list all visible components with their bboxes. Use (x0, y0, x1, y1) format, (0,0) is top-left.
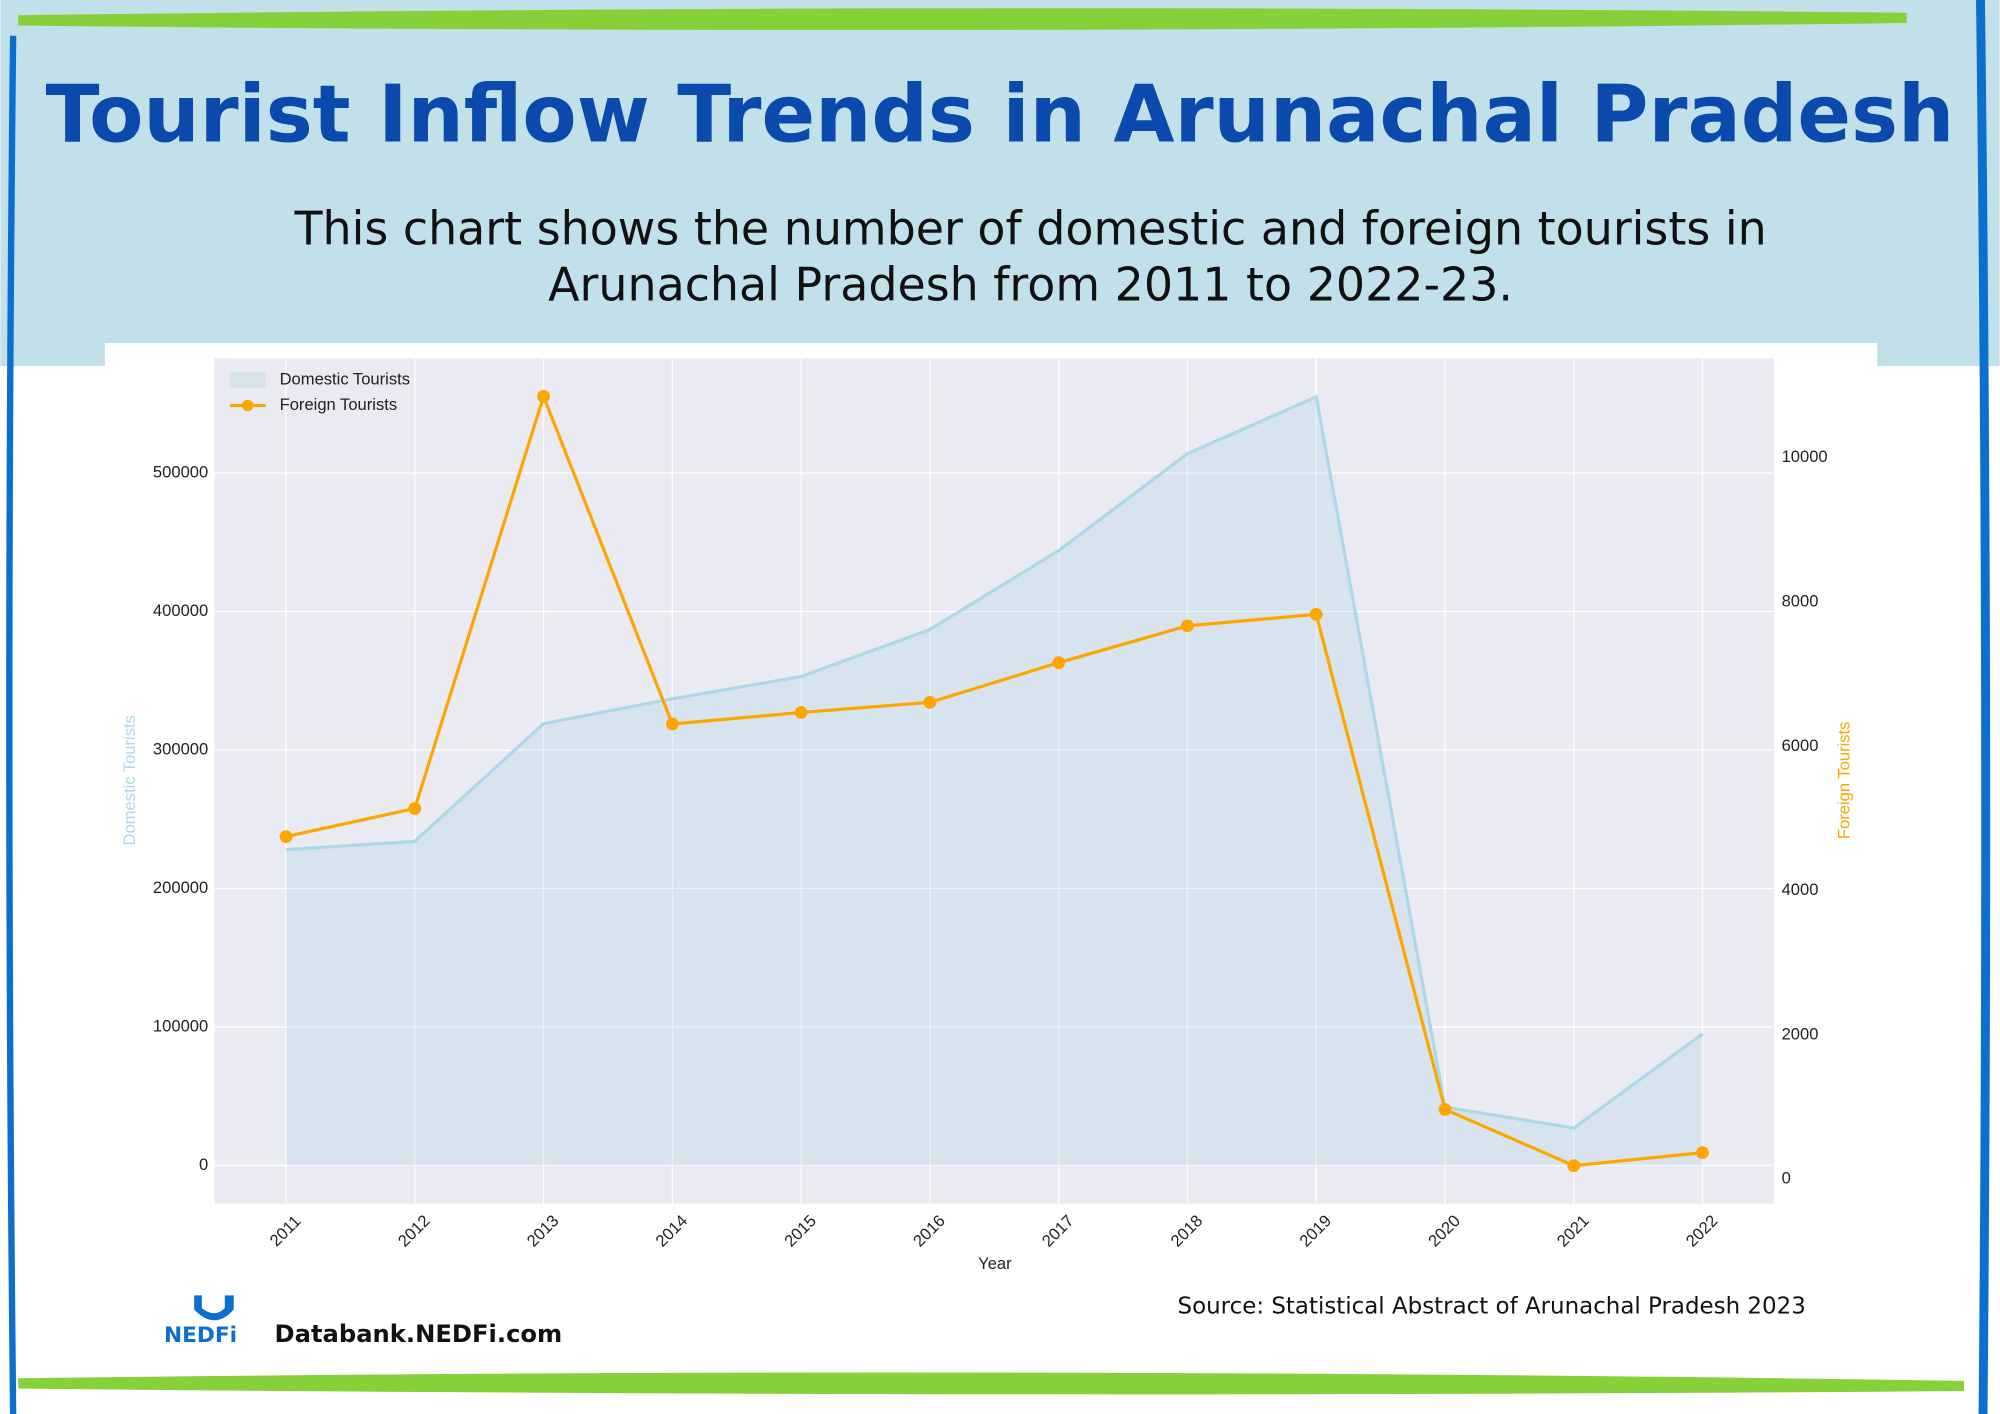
point (279, 830, 293, 843)
plot-area (214, 358, 1774, 1204)
point (1696, 1146, 1709, 1160)
y-tick-label: 0 (199, 1155, 208, 1174)
point (408, 802, 422, 815)
y2-tick-label: 6000 (1782, 736, 1819, 755)
area (285, 396, 1703, 1166)
x-axis-label: Year (978, 1254, 1012, 1273)
legend-label: Domestic Tourists (280, 369, 410, 388)
point (1309, 607, 1323, 621)
title: Tourist Inflow Trends in Arunachal Prade… (46, 68, 1955, 160)
point (537, 390, 550, 403)
subtitle: This chart shows the number of domestic … (294, 202, 1767, 256)
left-border (6, 35, 17, 1414)
legend-swatch (241, 399, 254, 412)
point (1052, 656, 1066, 670)
y-tick-label: 500000 (153, 462, 208, 481)
point (665, 717, 679, 731)
y-tick-label: 400000 (153, 601, 208, 620)
point (1567, 1159, 1581, 1173)
area-line (285, 394, 1704, 1130)
logo-text: NEDFi (164, 1323, 237, 1348)
plot: 0 100000 200000 300000 400000 500000 0 2000 4000… (153, 358, 1828, 1251)
header-band (0, 0, 2000, 366)
y-tick-label: 300000 (153, 739, 208, 758)
legend-swatch (229, 372, 266, 388)
y-axis-label: Domestic Tourists (120, 715, 139, 845)
bottom-stripe (18, 1372, 1964, 1395)
point (1438, 1102, 1452, 1116)
point (794, 706, 808, 719)
y-tick-label: 200000 (153, 878, 208, 897)
y2-tick-label: 2000 (1782, 1024, 1819, 1043)
logo: NEDFi (164, 1295, 237, 1348)
y-tick-label: 100000 (153, 1016, 208, 1035)
website: Databank.NEDFi.com (275, 1320, 563, 1348)
y2-tick-label: 0 (1782, 1169, 1791, 1188)
legend-label: Foreign Tourists (280, 395, 398, 414)
y2-tick-label: 4000 (1782, 880, 1819, 899)
y2-tick-label: 8000 (1782, 591, 1819, 610)
y2-tick-label: 10000 (1782, 447, 1828, 466)
right-border (1976, 0, 1991, 1414)
source: Source: Statistical Abstract of Arunacha… (1178, 1293, 1806, 1319)
y2-axis-label: Foreign Tourists (1835, 722, 1854, 840)
logo-mark (194, 1295, 234, 1321)
line (285, 391, 1703, 1168)
top-stripe (18, 8, 1907, 31)
point (1181, 619, 1194, 633)
subtitle: Arunachal Pradesh from 2011 to 2022-23. (548, 258, 1513, 312)
point (923, 695, 937, 709)
